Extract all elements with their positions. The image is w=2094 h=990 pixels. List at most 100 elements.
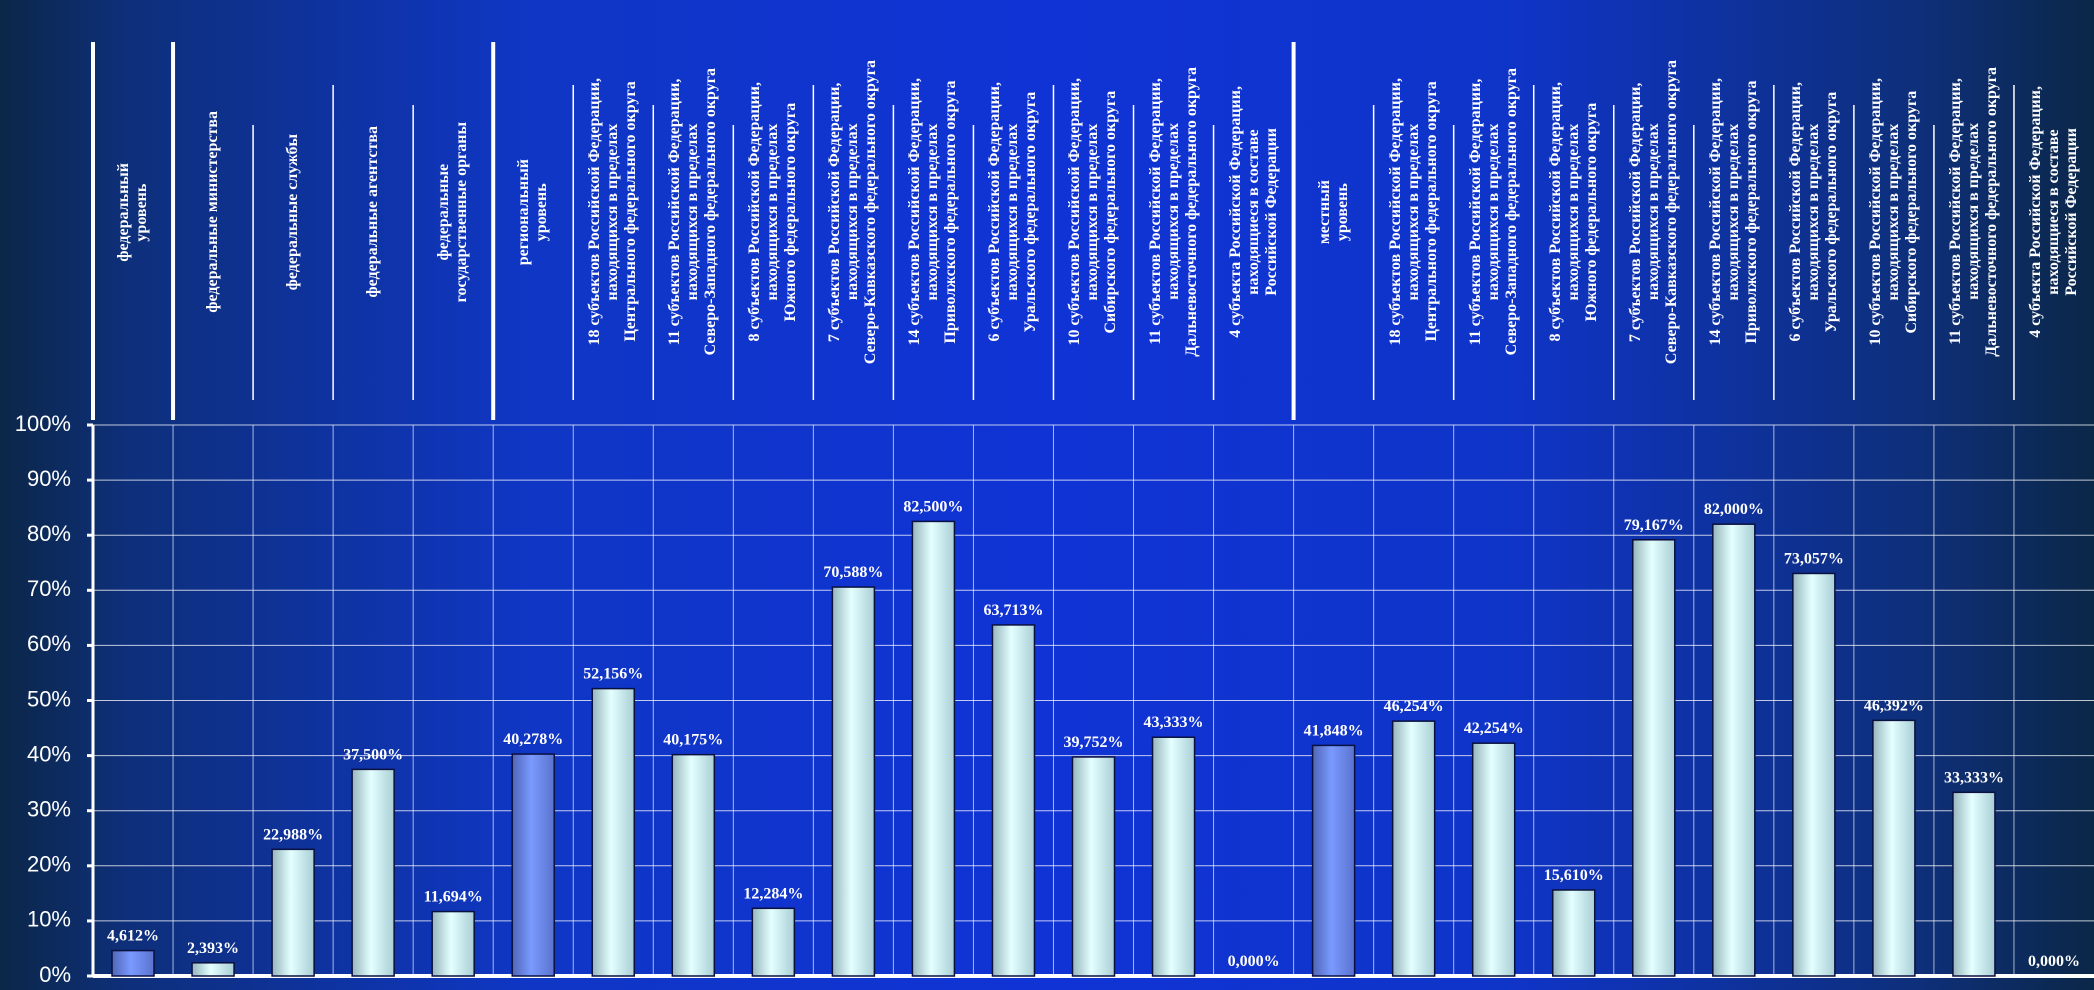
value-label: 40,175% [663, 732, 723, 749]
category-header: 11 субъектов Российской Федерации, наход… [1936, 8, 2012, 416]
value-label: 33,333% [1944, 769, 2004, 786]
category-header: 8 субъектов Российской Федерации, находя… [735, 8, 811, 416]
bar [991, 624, 1036, 977]
value-label: 70,588% [823, 564, 883, 581]
bar [431, 910, 475, 977]
bar [351, 768, 395, 977]
category-label: 6 субъектов Российской Федерации, находя… [986, 82, 1040, 342]
category-header: 7 субъектов Российской Федерации, находя… [815, 8, 891, 416]
category-header: федеральные агентства [335, 8, 411, 416]
bar [1311, 744, 1356, 977]
bar [1151, 736, 1196, 977]
category-label: 18 субъектов Российской Федерации, наход… [1386, 78, 1440, 346]
bar [191, 962, 235, 977]
category-header: 10 субъектов Российской Федерации, наход… [1856, 8, 1932, 416]
y-tick-label: 40% [27, 741, 71, 766]
bar [1391, 720, 1436, 977]
category-header: местный уровень [1296, 8, 1372, 416]
category-header: региональный уровень [495, 8, 571, 416]
bar [1792, 572, 1836, 977]
y-tick-label: 50% [27, 686, 71, 711]
y-tick-label: 10% [27, 907, 71, 932]
bar [911, 520, 956, 977]
bar [671, 753, 716, 977]
category-header: федеральные государственные органы [415, 8, 491, 416]
category-header: 11 субъектов Российской Федерации, наход… [655, 8, 731, 416]
value-label: 4,612% [107, 928, 159, 945]
value-label: 12,284% [743, 885, 803, 902]
value-label: 39,752% [1064, 734, 1124, 751]
category-label: федеральные министерства [204, 111, 222, 313]
category-label: 8 субъектов Российской Федерации, находя… [746, 82, 800, 342]
bar [1712, 523, 1756, 977]
value-label: 82,500% [903, 498, 963, 515]
y-tick-label: 70% [27, 576, 71, 601]
category-label: 4 субъекта Российской Федерации, находящ… [1226, 86, 1280, 338]
bar [1551, 889, 1596, 977]
value-label: 82,000% [1704, 501, 1764, 518]
value-label: 42,254% [1464, 720, 1524, 737]
value-label: 43,333% [1144, 714, 1204, 731]
category-header: 7 субъектов Российской Федерации, находя… [1616, 8, 1692, 416]
category-label: 11 субъектов Российской Федерации, наход… [1466, 68, 1520, 356]
category-label: 11 субъектов Российской Федерации, наход… [666, 68, 720, 356]
category-label: 6 субъектов Российской Федерации, находя… [1786, 82, 1840, 342]
category-header: 6 субъектов Российской Федерации, находя… [975, 8, 1051, 416]
value-label: 11,694% [424, 889, 483, 906]
category-label: федеральные государственные органы [435, 121, 471, 303]
category-label: федеральный уровень [115, 162, 151, 262]
category-header: 6 субъектов Российской Федерации, находя… [1776, 8, 1852, 416]
y-tick-label: 80% [27, 521, 71, 546]
value-label: 79,167% [1624, 517, 1684, 534]
value-label: 52,156% [583, 666, 643, 683]
category-label: 8 субъектов Российской Федерации, находя… [1546, 82, 1600, 342]
category-header: федеральный уровень [95, 8, 171, 416]
category-label: 7 субъектов Российской Федерации, находя… [1626, 59, 1680, 365]
bar [511, 753, 555, 977]
category-label: 4 субъекта Российской Федерации, находящ… [2026, 86, 2080, 338]
bar [751, 907, 796, 977]
category-label: 18 субъектов Российской Федерации, наход… [586, 78, 640, 346]
value-label: 2,393% [187, 940, 239, 957]
value-label: 15,610% [1544, 867, 1604, 884]
bar [271, 848, 315, 977]
y-tick-label: 90% [27, 466, 71, 491]
value-label: 0,000% [1228, 953, 1280, 970]
value-label: 40,278% [503, 731, 563, 748]
category-header: 11 субъектов Российской Федерации, наход… [1136, 8, 1212, 416]
category-header: федеральные службы [255, 8, 331, 416]
category-header: 10 субъектов Российской Федерации, наход… [1055, 8, 1131, 416]
value-label: 73,057% [1784, 550, 1844, 567]
value-label: 0,000% [2028, 953, 2080, 970]
bar [111, 949, 155, 977]
bar [1952, 791, 1996, 977]
bar [1071, 756, 1116, 977]
bar [831, 586, 876, 977]
bar [1471, 742, 1516, 977]
value-label: 22,988% [263, 826, 323, 843]
category-label: федеральные службы [284, 133, 302, 291]
category-label: федеральные агентства [364, 126, 382, 298]
category-label: 11 субъектов Российской Федерации, наход… [1946, 67, 2000, 357]
value-label: 46,254% [1384, 698, 1444, 715]
category-label: региональный уровень [515, 158, 551, 266]
category-label: 7 субъектов Российской Федерации, находя… [826, 59, 880, 365]
category-header: 18 субъектов Российской Федерации, наход… [575, 8, 651, 416]
category-label: местный уровень [1315, 179, 1351, 245]
y-tick-label: 0% [39, 962, 71, 987]
value-label: 46,392% [1864, 697, 1924, 714]
category-header: федеральные министерства [175, 8, 251, 416]
category-label: 10 субъектов Российской Федерации, наход… [1866, 78, 1920, 346]
bar [1632, 539, 1676, 977]
category-label: 11 субъектов Российской Федерации, наход… [1146, 67, 1200, 357]
y-tick-label: 30% [27, 797, 71, 822]
category-header: 4 субъекта Российской Федерации, находящ… [1216, 8, 1292, 416]
bar [1872, 719, 1916, 977]
value-label: 63,713% [983, 602, 1043, 619]
category-label: 14 субъектов Российской Федерации, наход… [1706, 78, 1760, 346]
category-header: 11 субъектов Российской Федерации, наход… [1456, 8, 1532, 416]
category-label: 10 субъектов Российской Федерации, наход… [1066, 78, 1120, 346]
value-label: 37,500% [343, 746, 403, 763]
